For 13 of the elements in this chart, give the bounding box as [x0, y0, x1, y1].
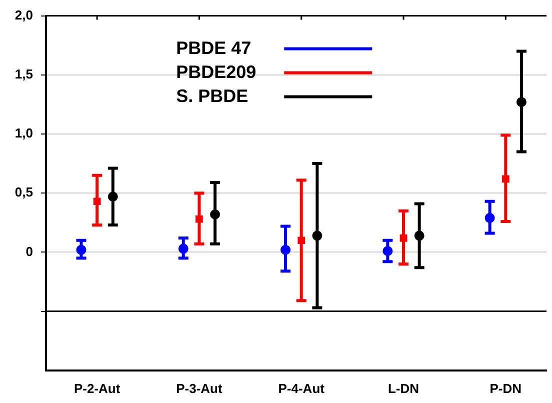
legend-label: PBDE 47 — [176, 38, 252, 58]
y-tick-label: 0,5 — [14, 184, 33, 200]
legend-label: PBDE209 — [176, 62, 256, 82]
y-tick-label: 2,0 — [14, 7, 33, 22]
x-tick-label: L-DN — [388, 380, 420, 396]
y-tick-label: 1,5 — [14, 66, 33, 82]
x-tick-label: P-3-Aut — [176, 380, 223, 396]
y-tick-label: 0 — [26, 244, 33, 259]
x-tick-label: P-DN — [490, 380, 522, 396]
legend-label: S. PBDE — [176, 86, 248, 106]
x-tick-label: P-2-Aut — [74, 380, 121, 396]
x-tick-label: P-4-Aut — [278, 380, 326, 396]
y-tick-label: 1,0 — [14, 126, 33, 141]
